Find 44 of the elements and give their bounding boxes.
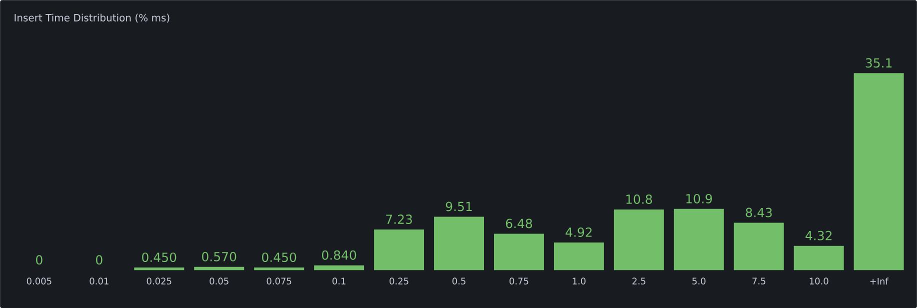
data-label: 0.450 — [142, 252, 176, 262]
data-label: 0 — [96, 254, 102, 264]
bar — [254, 267, 304, 270]
x-tick-label: +Inf — [870, 278, 889, 284]
bar — [794, 246, 844, 270]
x-tick-label: 0.05 — [210, 278, 228, 284]
x-tick-label: 0.005 — [26, 278, 52, 284]
x-tick-label: 0.075 — [266, 278, 292, 284]
x-tick-label: 0.5 — [452, 278, 466, 284]
data-label: 0.570 — [202, 252, 236, 262]
bar — [374, 229, 424, 270]
x-tick-label: 1.0 — [572, 278, 586, 284]
data-label: 6.48 — [506, 218, 532, 228]
data-label: 10.9 — [686, 194, 712, 204]
data-label: 35.1 — [866, 58, 892, 68]
bar — [614, 209, 664, 270]
bar — [674, 208, 724, 270]
bar — [434, 216, 484, 270]
data-label: 4.32 — [806, 230, 832, 240]
bar — [854, 73, 904, 270]
data-label: 0.840 — [322, 250, 356, 260]
x-tick-label: 10.0 — [810, 278, 828, 284]
data-label: 10.8 — [626, 194, 652, 204]
x-tick-label: 0.75 — [510, 278, 528, 284]
x-tick-label: 7.5 — [752, 278, 766, 284]
x-tick-label: 0.25 — [390, 278, 408, 284]
x-tick-label: 5.0 — [692, 278, 706, 284]
bar — [494, 234, 544, 270]
x-tick-label: 2.5 — [632, 278, 646, 284]
data-label: 7.23 — [386, 214, 412, 224]
data-label: 4.92 — [566, 227, 592, 237]
x-tick-label: 0.1 — [332, 278, 346, 284]
bar — [194, 266, 244, 270]
bar — [734, 222, 784, 270]
data-label: 8.43 — [746, 208, 772, 218]
x-tick-label: 0.01 — [90, 278, 108, 284]
bar — [554, 242, 604, 270]
data-label: 9.51 — [446, 202, 472, 212]
bar — [314, 265, 364, 270]
chart-title: Insert Time Distribution (% ms) — [14, 14, 170, 23]
data-label: 0 — [36, 254, 42, 264]
bar — [134, 267, 184, 270]
data-label: 0.450 — [262, 252, 296, 262]
x-tick-label: 0.025 — [146, 278, 172, 284]
